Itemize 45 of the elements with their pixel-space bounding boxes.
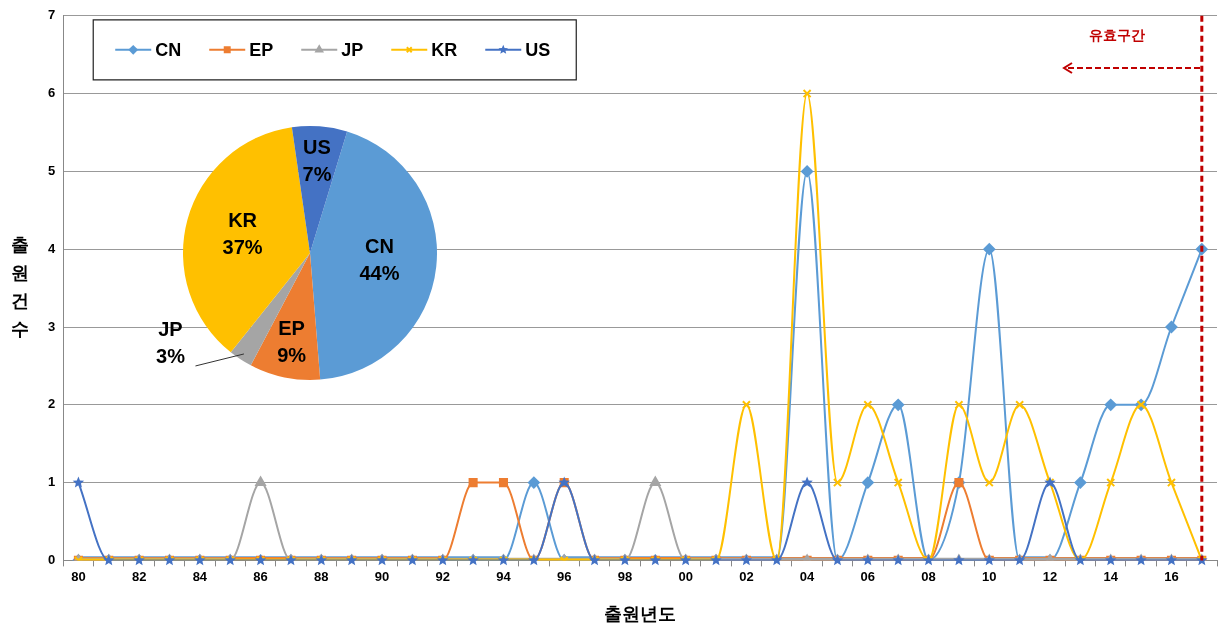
x-tick-label: 02 [739, 568, 754, 584]
slice-label: CN [365, 235, 394, 258]
x-tick-label: 12 [1042, 568, 1058, 584]
x-tick-label: 98 [617, 568, 633, 584]
x-tick-label: 14 [1103, 568, 1119, 584]
y-axis-title: 출원건수 [11, 235, 29, 340]
x-tick-label: 08 [921, 568, 936, 584]
x-tick-label: 94 [496, 568, 512, 584]
x-tick-label: 84 [192, 568, 208, 584]
y-tick-label: 5 [48, 162, 56, 178]
text: 유효구간 [1088, 26, 1145, 43]
x-tick-label: 96 [556, 568, 572, 584]
legend-label: EP [249, 39, 274, 60]
y-tick-label: 7 [48, 7, 56, 23]
legend-label: CN [155, 39, 182, 60]
legend-label: KR [431, 39, 458, 60]
data-label: 3% [156, 345, 186, 368]
x-tick-label: 04 [799, 568, 816, 584]
slice-label: US [303, 136, 331, 159]
legend-label: JP [341, 39, 364, 60]
legend-label: US [525, 39, 551, 60]
x-axis-title: 출원년도 [604, 604, 677, 624]
x-tick-label: 06 [860, 568, 876, 584]
y-tick-label: 6 [48, 85, 56, 101]
x-tick-label: 16 [1164, 568, 1179, 584]
data-label: 7% [302, 163, 332, 186]
x-tick-label: 92 [435, 568, 450, 584]
y-tick-label: 4 [48, 240, 56, 256]
y-tick-label: 0 [48, 551, 56, 567]
data-label: 37% [222, 236, 263, 259]
data-label: 9% [277, 344, 307, 367]
y-tick-label: 2 [48, 396, 56, 412]
slice-label: JP [158, 318, 183, 341]
x-tick-label: 10 [982, 568, 997, 584]
slice-label: KR [228, 209, 258, 232]
y-tick-label: 3 [48, 318, 56, 334]
x-tick-label: 90 [374, 568, 390, 584]
x-tick-label: 80 [71, 568, 86, 584]
x-tick-label: 88 [314, 568, 329, 584]
slice-label: EP [278, 317, 305, 340]
y-tick-label: 1 [48, 474, 56, 490]
data-label: 44% [359, 262, 400, 285]
x-tick-label: 86 [253, 568, 268, 584]
x-tick-label: 00 [678, 568, 693, 584]
x-tick-label: 82 [131, 568, 147, 584]
